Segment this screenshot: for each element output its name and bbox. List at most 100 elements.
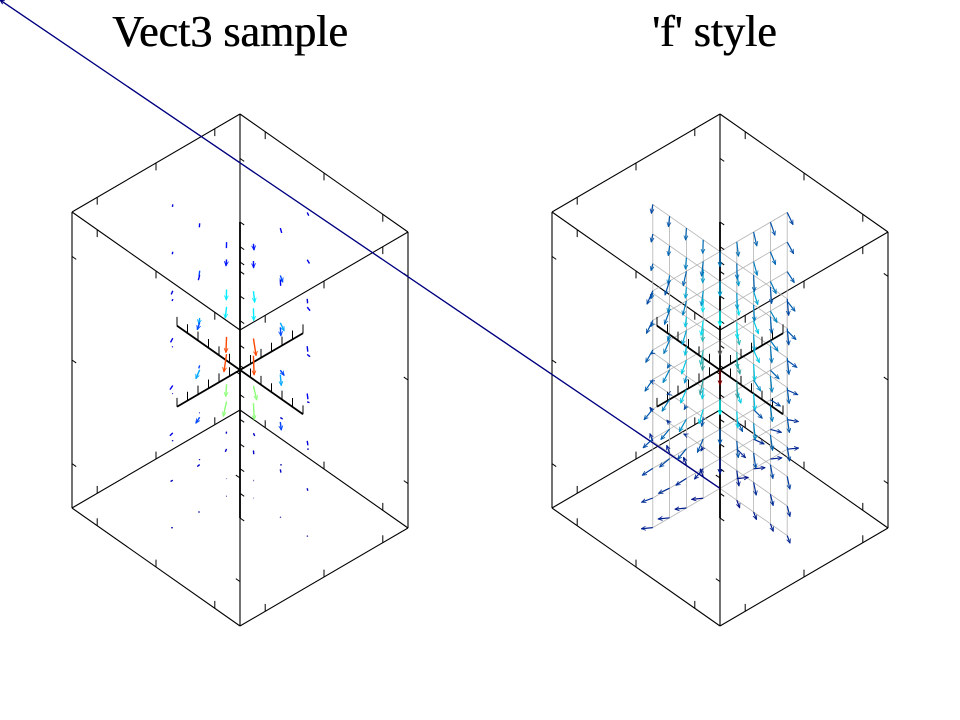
box-tick (235, 578, 241, 583)
vector-arrow (770, 523, 773, 532)
vector-arrow (306, 393, 309, 400)
vector-arrow (682, 359, 687, 374)
vector-arrow (700, 469, 703, 477)
vector-arrow (753, 320, 759, 334)
vector-arrow (279, 416, 284, 420)
vector-arrow (769, 369, 779, 379)
vector-arrow (252, 385, 256, 400)
vector-arrow (753, 291, 758, 304)
vector-arrow (171, 251, 174, 255)
vector-arrow (225, 306, 226, 318)
vector-arrow (253, 355, 254, 375)
vector-arrow (169, 432, 174, 437)
vector-arrow (644, 408, 654, 420)
vector-arrow (642, 497, 654, 502)
vector-arrow (702, 261, 704, 276)
vector-arrow (666, 364, 669, 368)
vector-arrow (770, 316, 771, 334)
axis-tick (719, 270, 725, 275)
box-tick (403, 480, 409, 485)
vector-arrow (685, 346, 686, 355)
vector-arrows (0, 0, 799, 543)
vector-arrow (650, 323, 653, 327)
vector-arrow (696, 438, 704, 452)
vector-arrow (737, 411, 738, 428)
vector-arrow (787, 448, 799, 449)
vector-arrow (170, 290, 174, 295)
vector-arrow (280, 374, 281, 386)
vector-arrow (641, 528, 653, 529)
vector-arrow (306, 440, 309, 446)
vector-arrow (306, 306, 311, 312)
axis-tick (719, 492, 725, 497)
vector-arrow (787, 298, 788, 316)
vector-arrow (667, 420, 670, 423)
vector-arrow (661, 428, 671, 440)
vector-arrow (753, 409, 763, 419)
vector-arrow (668, 216, 669, 227)
vector-arrow (737, 322, 738, 339)
axis-tick (239, 394, 245, 399)
axis-tick (239, 295, 245, 300)
vector-arrow (754, 511, 757, 520)
vector-arrow (754, 452, 756, 468)
vector-arrow (769, 310, 778, 322)
vector-arrow (169, 337, 174, 343)
vector-arrow (753, 231, 757, 246)
vector-arrow (0, 0, 721, 489)
vector-arrow (686, 227, 687, 240)
axis-tick (239, 221, 245, 226)
vector-arrow (787, 446, 789, 461)
vector-arrow (645, 349, 654, 362)
vector-arrow (770, 434, 772, 450)
axis-tick (239, 418, 245, 423)
axis-tick (239, 246, 245, 251)
axis-tick (719, 221, 725, 226)
axis-tick (719, 369, 725, 374)
vector-arrow (703, 328, 704, 342)
vector-arrow (786, 389, 798, 396)
vector-arrow (701, 350, 704, 365)
vector-arrow (703, 298, 704, 312)
vector-arrow (769, 494, 773, 505)
vector-arrow (699, 409, 704, 423)
box-tick (715, 578, 721, 583)
vector-arrow (645, 379, 654, 392)
box-tick (71, 463, 77, 467)
box-tick (403, 376, 409, 381)
vector-arrow (753, 482, 757, 495)
vector-arrow (306, 488, 309, 491)
vector-arrow (770, 464, 773, 479)
vector-arrow (253, 403, 254, 420)
vect3-sample-panel (71, 113, 409, 627)
vector-arrow (787, 505, 790, 517)
axis-tick (239, 443, 245, 448)
vector-arrow (197, 274, 201, 281)
axis-tick (239, 468, 245, 473)
axis-tick (239, 517, 245, 522)
vector-arrow (770, 286, 771, 304)
axis-tick (239, 344, 245, 349)
vector-arrow (683, 271, 687, 286)
vector-arrow (306, 212, 310, 217)
vector-arrow (306, 401, 310, 404)
vector-arrow (170, 479, 174, 483)
vector-arrow (737, 470, 739, 486)
vector-arrow (306, 353, 311, 358)
vector-arrow (662, 399, 671, 411)
f-style-panel (0, 0, 889, 627)
axis-tick (719, 246, 725, 251)
vector-arrow (786, 359, 797, 367)
vector-arrow (754, 304, 755, 321)
vector-arrow (662, 369, 671, 383)
vector-arrow (692, 498, 704, 499)
vector-arrow (280, 275, 282, 282)
vector-arrow (198, 365, 201, 369)
box-tick (719, 157, 725, 162)
vector-arrow (753, 261, 758, 276)
box-tick (71, 255, 77, 260)
vector-arrow (664, 310, 671, 325)
box-tick (71, 359, 77, 364)
axis-tick (719, 517, 725, 522)
vector-arrow (694, 468, 704, 480)
